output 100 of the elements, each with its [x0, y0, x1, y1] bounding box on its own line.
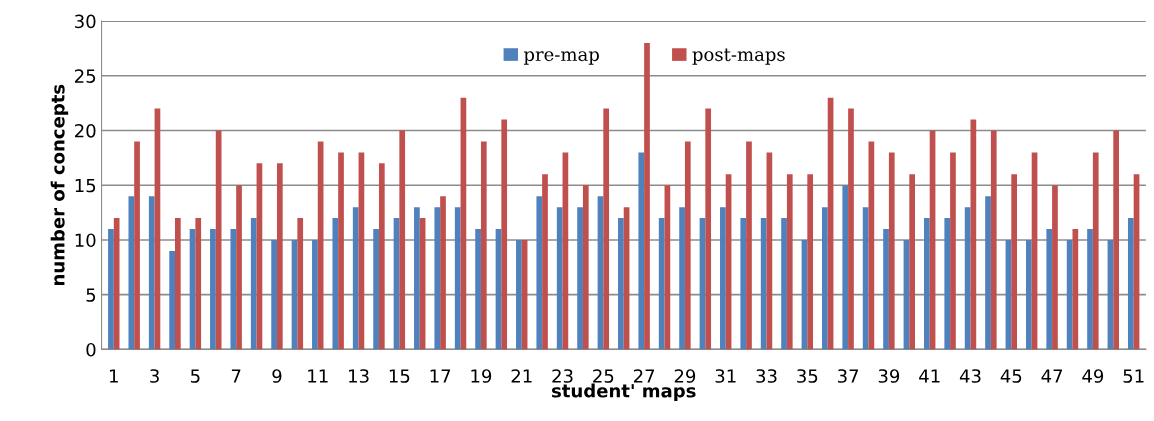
x-tick-label: 51 — [1123, 369, 1144, 383]
bar — [1046, 229, 1053, 350]
x-tick-label: 13 — [349, 369, 369, 383]
y-tick-label: 5 — [86, 288, 96, 302]
bar — [230, 229, 237, 350]
bar — [542, 174, 548, 350]
y-tick-label: 15 — [75, 178, 96, 193]
bar — [644, 42, 650, 350]
bar — [128, 196, 135, 350]
bar — [236, 185, 242, 350]
x-tick-label: 9 — [272, 369, 282, 383]
bar — [108, 229, 114, 350]
bar — [276, 163, 283, 350]
bar — [618, 218, 624, 350]
bar — [373, 229, 379, 350]
bar — [786, 174, 793, 350]
x-tick-label: 43 — [959, 369, 981, 383]
bar — [679, 207, 685, 350]
bar — [985, 196, 991, 350]
bar — [577, 207, 583, 350]
x-tick-label: 5 — [191, 369, 200, 383]
bar — [434, 207, 441, 350]
bar — [888, 152, 895, 350]
bar — [842, 185, 849, 350]
bar — [848, 108, 854, 350]
bar — [603, 108, 610, 350]
bar — [1072, 229, 1079, 350]
bar — [169, 250, 175, 350]
legend-label: post-maps — [692, 48, 785, 65]
y-tick-label: 25 — [75, 69, 96, 83]
x-tick-label: 33 — [756, 369, 777, 383]
y-axis-title: number of concepts — [50, 84, 69, 286]
bar — [195, 218, 202, 350]
bar — [781, 218, 787, 350]
y-tick-label: 10 — [75, 233, 96, 248]
x-tick-label: 3 — [150, 369, 159, 383]
x-tick-label: 7 — [231, 369, 241, 383]
bar — [807, 174, 814, 350]
y-tick-label: 30 — [75, 14, 96, 29]
x-tick-label: 41 — [919, 369, 940, 383]
x-tick-label: 49 — [1082, 369, 1104, 383]
x-tick-label: 21 — [511, 369, 532, 383]
x-tick-label: 39 — [878, 369, 900, 383]
bar — [297, 218, 304, 350]
bar — [705, 108, 712, 350]
bar — [720, 207, 726, 350]
bar — [312, 239, 318, 350]
bar — [480, 141, 487, 350]
bar — [501, 119, 508, 350]
bar — [862, 207, 869, 350]
bar — [536, 196, 543, 350]
bar — [250, 218, 257, 350]
x-axis-title: student' maps — [551, 383, 696, 402]
bar — [1052, 185, 1058, 350]
bar — [822, 207, 828, 350]
x-tick-label: 11 — [308, 369, 328, 383]
bar — [210, 229, 216, 350]
bar — [740, 218, 747, 350]
bar — [944, 218, 951, 350]
bar — [1025, 239, 1032, 350]
bar — [352, 207, 359, 350]
bar — [556, 207, 563, 350]
bar — [1011, 174, 1018, 350]
bar — [475, 229, 481, 350]
x-tick-label: 37 — [838, 369, 859, 383]
bar — [760, 218, 767, 350]
legend-label: pre-map — [523, 51, 599, 65]
bar — [1092, 152, 1099, 350]
x-tick-label: 35 — [797, 369, 818, 383]
bar — [338, 152, 344, 350]
bar — [332, 218, 339, 350]
x-tick-label: 1 — [110, 369, 118, 383]
bar — [1087, 229, 1093, 350]
bar — [516, 239, 522, 350]
bar — [964, 207, 971, 350]
bar — [582, 185, 589, 350]
bar — [923, 218, 930, 350]
bar — [454, 207, 461, 350]
bar — [909, 174, 916, 350]
x-tick-label: 45 — [1000, 369, 1022, 383]
x-tick-label: 17 — [430, 369, 451, 383]
x-tick-label: 25 — [593, 369, 614, 383]
bar — [883, 229, 889, 350]
bar — [746, 141, 752, 350]
bar — [1127, 218, 1134, 350]
bar — [399, 130, 406, 350]
bar — [148, 196, 155, 350]
bar — [990, 130, 997, 350]
bar — [113, 218, 120, 350]
bar — [684, 141, 691, 350]
x-tick-label: 27 — [633, 369, 655, 383]
x-tick-label: 29 — [674, 369, 696, 383]
bar — [378, 163, 385, 350]
y-tick-label: 20 — [75, 123, 96, 138]
x-tick-label: 47 — [1041, 369, 1063, 383]
bar — [134, 141, 140, 350]
x-tick-label: 15 — [389, 369, 410, 383]
bar — [638, 152, 645, 350]
bar — [1113, 130, 1119, 350]
bar — [174, 218, 181, 350]
